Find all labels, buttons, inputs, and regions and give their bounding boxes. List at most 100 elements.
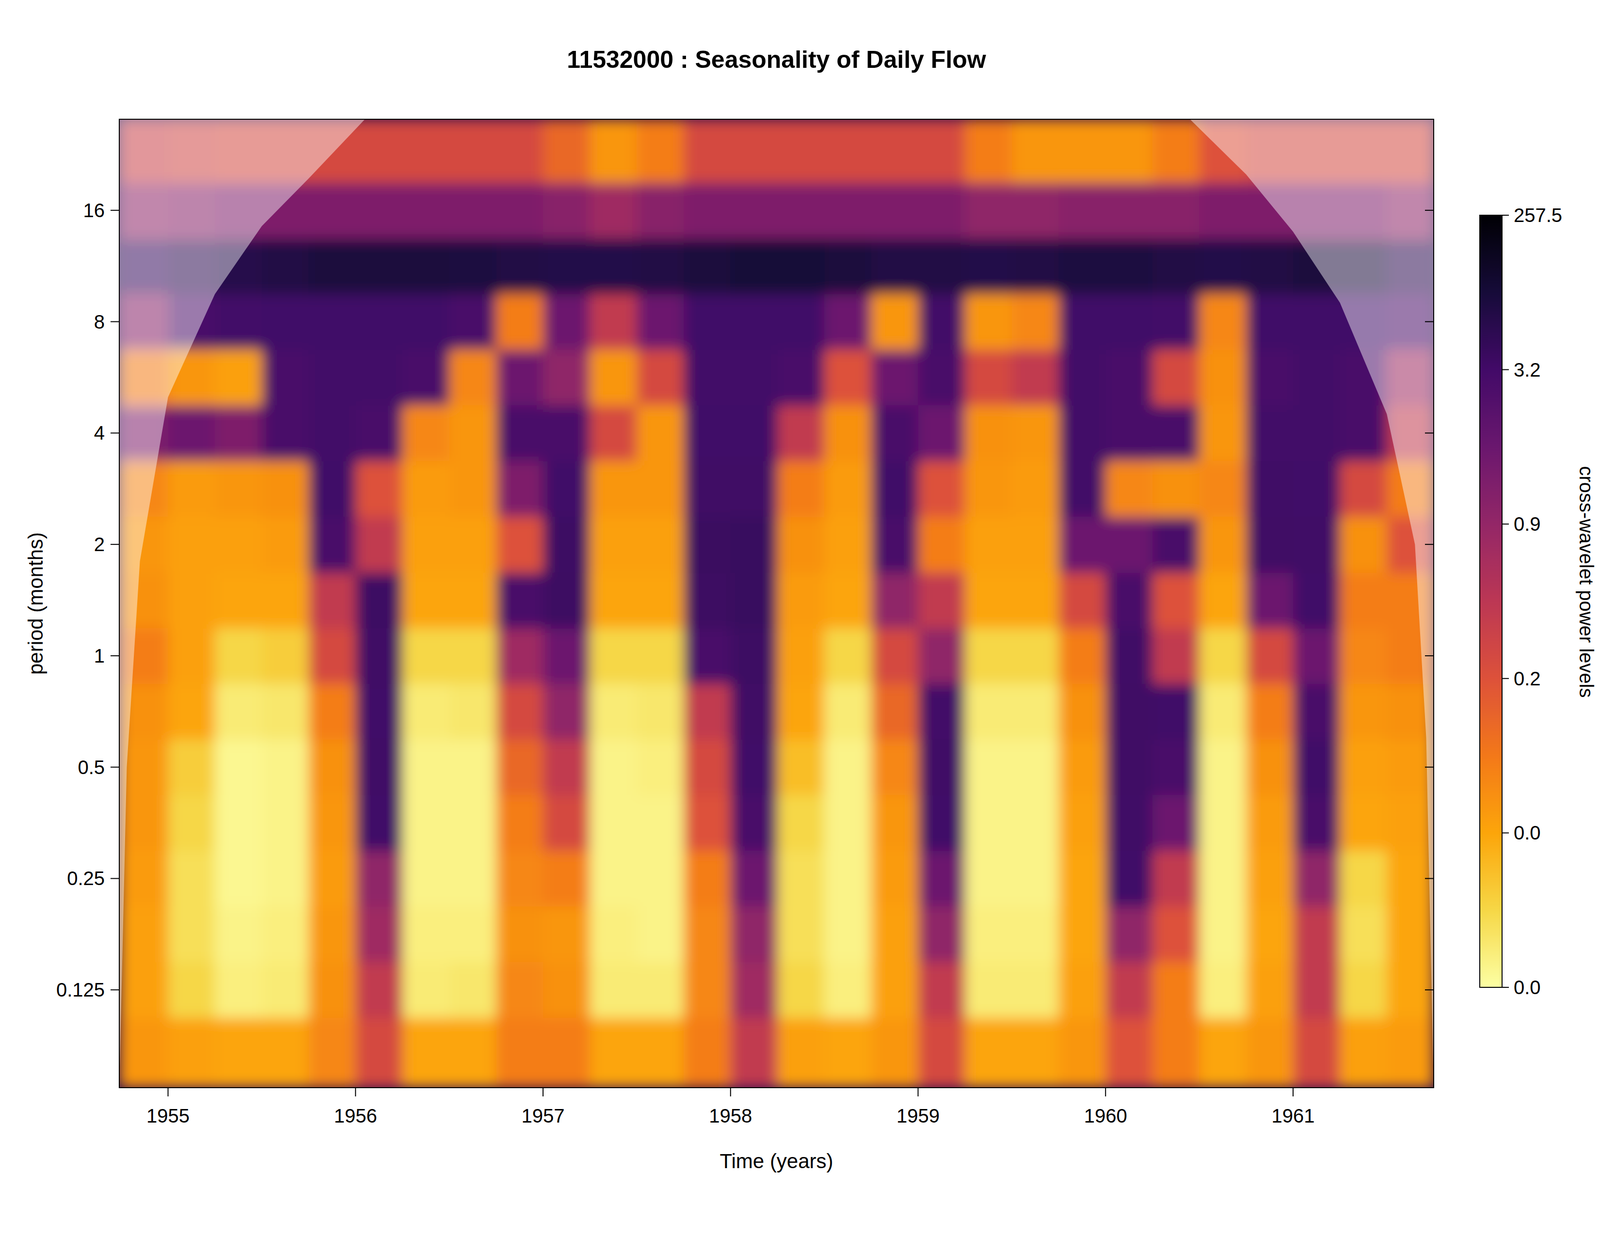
heatmap-cell [214, 293, 262, 350]
plot-area [119, 119, 1434, 1088]
colorbar-tick [1502, 987, 1509, 989]
heatmap-cell [777, 461, 825, 517]
heatmap-cell [964, 1018, 1012, 1088]
heatmap-cell [308, 739, 356, 796]
heatmap-cell [1105, 516, 1153, 574]
x-axis-label: Time (years) [719, 1150, 833, 1173]
heatmap-cell [1293, 962, 1341, 1019]
heatmap-cell [1246, 349, 1294, 406]
heatmap-cell [777, 238, 825, 295]
heatmap-cell [730, 405, 778, 462]
heatmap-cell [730, 293, 778, 350]
heatmap-cell [355, 906, 403, 963]
heatmap-cell [1058, 349, 1106, 406]
heatmap-cell [1246, 1018, 1294, 1088]
heatmap-cell [1246, 516, 1294, 574]
heatmap-cell [402, 182, 450, 239]
heatmap-cell [449, 572, 497, 629]
heatmap-cell [871, 293, 919, 350]
heatmap-cell [777, 906, 825, 963]
heatmap-cell [730, 349, 778, 406]
heatmap-cell [449, 850, 497, 907]
heatmap-cell [1340, 795, 1388, 851]
heatmap-cell [543, 119, 591, 183]
heatmap-cell [590, 572, 638, 629]
heatmap-cell [355, 516, 403, 574]
heatmap-cell [636, 683, 684, 740]
heatmap-cell [261, 962, 309, 1019]
heatmap-cell [168, 516, 216, 574]
heatmap-cell [543, 850, 591, 907]
x-tick-label: 1955 [146, 1105, 190, 1127]
heatmap-cell [402, 739, 450, 796]
heatmap-cell [449, 516, 497, 574]
heatmap-cell [1058, 461, 1106, 517]
heatmap-cell [636, 238, 684, 295]
heatmap-cell [1011, 628, 1059, 685]
heatmap-cell [730, 683, 778, 740]
heatmap-cell [1152, 238, 1200, 295]
heatmap-cell [1058, 119, 1106, 183]
heatmap-cell [636, 182, 684, 239]
heatmap-cell [1199, 293, 1247, 350]
y-tick-right [1424, 321, 1434, 323]
heatmap-cell [1152, 349, 1200, 406]
title: 11532000 : Seasonality of Daily Flow [566, 46, 986, 74]
heatmap-cell [871, 119, 919, 183]
heatmap-cell [1058, 516, 1106, 574]
heatmap-cell [355, 349, 403, 406]
heatmap-cell [1152, 906, 1200, 963]
heatmap-cell [355, 795, 403, 851]
heatmap-cell [1340, 850, 1388, 907]
plot-frame [119, 119, 1434, 1088]
heatmap-cell [824, 628, 872, 685]
heatmap-cell [1199, 739, 1247, 796]
heatmap-cell [1011, 962, 1059, 1019]
heatmap-cell [308, 405, 356, 462]
heatmap-cell [1105, 238, 1153, 295]
heatmap-cell [683, 182, 731, 239]
heatmap-cell [824, 572, 872, 629]
heatmap-cell [1386, 795, 1434, 851]
heatmap-cell [917, 628, 965, 685]
y-axis-label: period (months) [24, 532, 48, 675]
heatmap-cell [1293, 683, 1341, 740]
heatmap-cell [214, 1018, 262, 1088]
heatmap-cell [1246, 405, 1294, 462]
heatmap-cell [636, 349, 684, 406]
heatmap-cell [214, 850, 262, 907]
heatmap-cell [1340, 1018, 1388, 1088]
heatmap-cell [1058, 906, 1106, 963]
heatmap-cell [543, 405, 591, 462]
heatmap-cell [402, 962, 450, 1019]
heatmap-cell [402, 349, 450, 406]
heatmap-cell [683, 293, 731, 350]
y-tick-label: 2 [94, 533, 105, 556]
heatmap-cell [917, 461, 965, 517]
heatmap-cell [168, 405, 216, 462]
heatmap-cell [1386, 906, 1434, 963]
heatmap-cell [871, 238, 919, 295]
heatmap-cell [824, 349, 872, 406]
y-tick [110, 989, 120, 991]
heatmap-cell [636, 293, 684, 350]
heatmap-cell [496, 405, 544, 462]
heatmap-cell [964, 182, 1012, 239]
y-tick-right [1424, 432, 1434, 434]
heatmap-cell [168, 683, 216, 740]
heatmap-cell [543, 628, 591, 685]
heatmap-cell [1199, 1018, 1247, 1088]
heatmap-cell [1105, 795, 1153, 851]
heatmap-cell [402, 293, 450, 350]
heatmap-cell [543, 182, 591, 239]
heatmap-cell [824, 795, 872, 851]
heatmap-cell [964, 461, 1012, 517]
heatmap-cell [917, 795, 965, 851]
heatmap-cell [355, 293, 403, 350]
heatmap-cell [824, 119, 872, 183]
heatmap-cell [636, 795, 684, 851]
heatmap-cell [964, 795, 1012, 851]
heatmap-cell [917, 405, 965, 462]
heatmap-cell [261, 238, 309, 295]
y-tick [110, 878, 120, 880]
